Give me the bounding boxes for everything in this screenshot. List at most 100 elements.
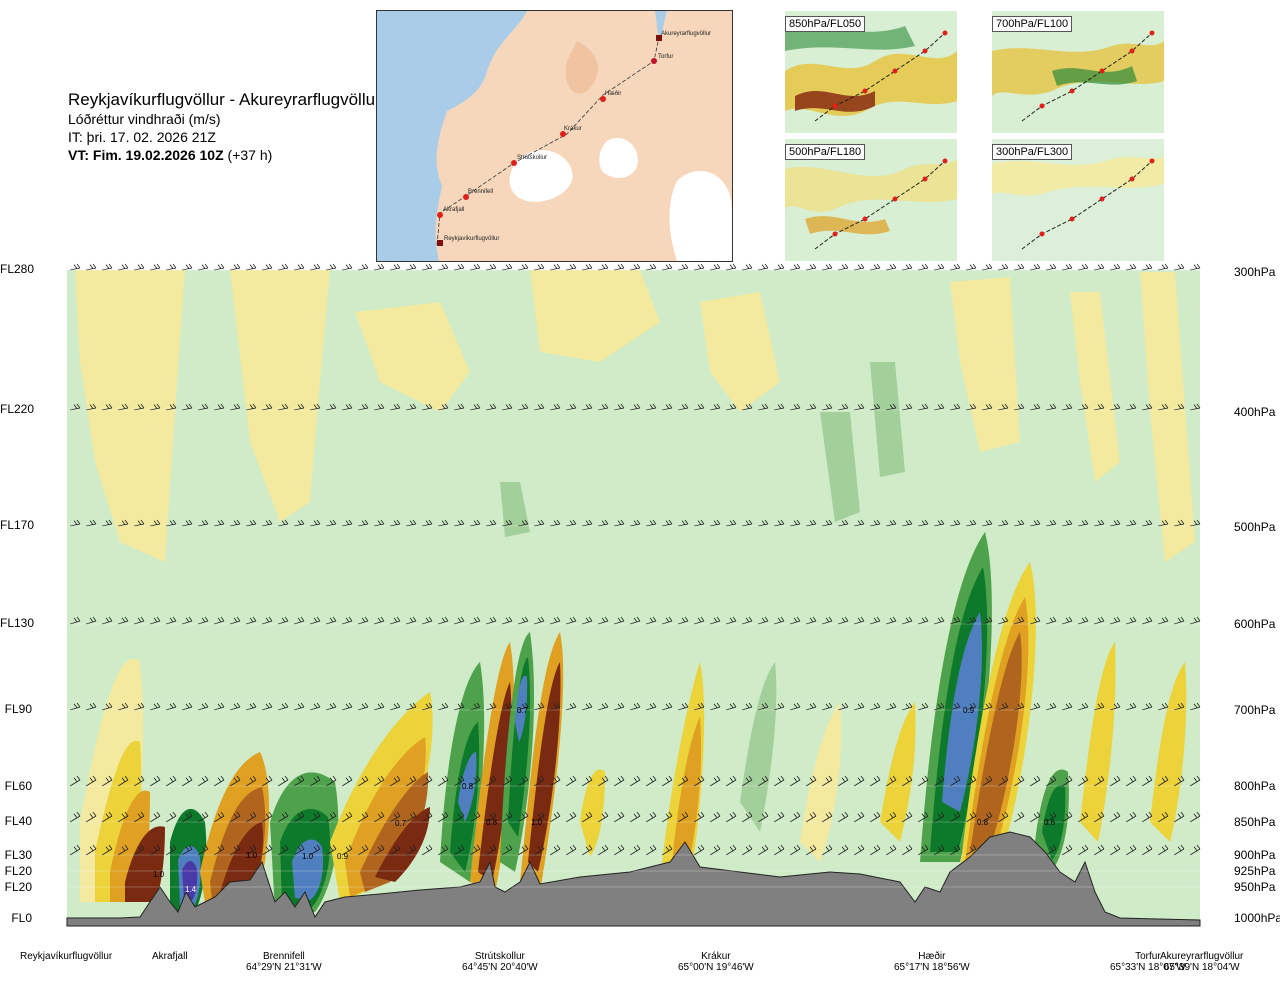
- waypoint-haedir[interactable]: [600, 96, 606, 102]
- wind-barb: [1029, 702, 1041, 711]
- wind-barb: [101, 811, 113, 823]
- route-title: Reykjavíkurflugvöllur - Akureyrarflugvöl…: [68, 90, 381, 109]
- waypoint-akureyri[interactable]: [656, 35, 662, 41]
- map-label-strutskollur: Strútskollur: [517, 155, 547, 161]
- pressure-label: 950hPa: [1234, 880, 1276, 894]
- wind-barb: [1189, 403, 1201, 411]
- wind-barb: [1157, 519, 1169, 527]
- wind-barb: [485, 775, 497, 787]
- wind-barb: [229, 775, 241, 787]
- contour-label: 0.9: [963, 706, 975, 715]
- wind-barb: [933, 702, 945, 711]
- wind-barb: [821, 702, 833, 711]
- wind-barb: [901, 519, 913, 527]
- pressure-label: 400hPa: [1234, 405, 1276, 419]
- wind-barb: [885, 519, 897, 527]
- wind-barb: [1189, 702, 1201, 711]
- wind-barb: [101, 263, 113, 271]
- wind-barb: [85, 403, 97, 411]
- wind-barb: [645, 811, 657, 823]
- wind-barb: [613, 702, 625, 711]
- wind-barb: [421, 519, 433, 527]
- location-label: Akureyrarflugvöllur 65°39'N 18°04'W: [1160, 951, 1243, 973]
- level-map-500[interactable]: 500hPa/FL180: [785, 139, 957, 261]
- wind-barb: [741, 519, 753, 527]
- level-map-300[interactable]: 300hPa/FL300: [992, 139, 1164, 261]
- wind-barb: [1061, 775, 1073, 787]
- wind-barb: [341, 403, 353, 411]
- wind-barb: [661, 519, 673, 527]
- wind-barb: [581, 702, 593, 711]
- wind-barb: [517, 702, 529, 711]
- wind-barb: [1157, 844, 1169, 856]
- wind-barb: [101, 519, 113, 527]
- wind-barb: [1173, 263, 1185, 271]
- wind-barb: [805, 616, 817, 625]
- wind-barb: [197, 263, 209, 271]
- wind-barb: [1157, 403, 1169, 411]
- waypoint-krakur[interactable]: [560, 131, 566, 137]
- wind-barb: [789, 811, 801, 823]
- wind-barb: [405, 844, 417, 856]
- wind-barb: [1093, 702, 1105, 711]
- wind-barb: [693, 811, 705, 823]
- wind-barb: [1061, 616, 1073, 625]
- wind-barb: [357, 775, 369, 787]
- wind-barb: [117, 811, 129, 823]
- wind-barb: [917, 519, 929, 527]
- contour-label: 1.0: [246, 851, 258, 860]
- wind-barb: [517, 811, 529, 823]
- waypoint-torfur[interactable]: [651, 58, 657, 64]
- pressure-label: 300hPa: [1234, 265, 1276, 279]
- wind-barb: [869, 775, 881, 787]
- wind-barb: [1109, 616, 1121, 625]
- wind-barb: [933, 263, 945, 271]
- wind-barb: [389, 403, 401, 411]
- wind-barb: [821, 519, 833, 527]
- fl-label: FL30: [4, 848, 32, 862]
- location-name: Torfur: [1135, 951, 1161, 962]
- waypoint-brennifell[interactable]: [463, 194, 469, 200]
- wind-barb: [213, 702, 225, 711]
- wind-barb: [229, 811, 241, 823]
- wind-barb: [661, 775, 673, 787]
- wind-barb: [1029, 519, 1041, 527]
- wind-barb: [1125, 403, 1137, 411]
- wind-barb: [485, 811, 497, 823]
- wind-barb: [837, 519, 849, 527]
- waypoint-reykjavik[interactable]: [437, 240, 443, 246]
- wind-barb: [245, 811, 257, 823]
- wind-barb: [341, 263, 353, 271]
- wind-barb: [325, 775, 337, 787]
- waypoint-strutskollur[interactable]: [511, 160, 517, 166]
- wind-barb: [1013, 616, 1025, 625]
- wind-barb: [837, 403, 849, 411]
- level-map-850[interactable]: 850hPa/FL050: [785, 11, 957, 133]
- waypoint-akrafjall[interactable]: [437, 212, 443, 218]
- level-map-700[interactable]: 700hPa/FL100: [992, 11, 1164, 133]
- wind-barb: [421, 702, 433, 711]
- wind-barb: [549, 519, 561, 527]
- level-map-850-label: 850hPa/FL050: [785, 16, 866, 32]
- wind-barb: [581, 263, 593, 271]
- wind-barb: [101, 844, 113, 856]
- wind-barb: [437, 263, 449, 271]
- location-label: Strútskollur 64°45'N 20°40'W: [462, 951, 538, 973]
- wind-barb: [549, 263, 561, 271]
- wind-barb: [597, 616, 609, 625]
- wind-barb: [1189, 616, 1201, 625]
- wind-barb: [549, 616, 561, 625]
- wind-barb: [1109, 702, 1121, 711]
- map-label-akureyri: Akureyrarflugvöllur: [661, 31, 711, 37]
- wind-barb: [149, 811, 161, 823]
- vertical-cross-section[interactable]: 1.0 1.4 1.0 1.0 0.9 0.7 0.8 0.8 1.0 0.7 …: [0, 262, 1280, 942]
- wind-barb: [181, 775, 193, 787]
- pressure-label: 700hPa: [1234, 703, 1276, 717]
- wind-barb: [421, 263, 433, 271]
- wind-barb: [997, 403, 1009, 411]
- wind-barb: [309, 775, 321, 787]
- wind-barb: [405, 775, 417, 787]
- wind-barb: [581, 403, 593, 411]
- pressure-label: 925hPa: [1234, 864, 1276, 878]
- route-map[interactable]: Akureyrarflugvöllur Torfur Hæðir Krákur …: [376, 10, 733, 262]
